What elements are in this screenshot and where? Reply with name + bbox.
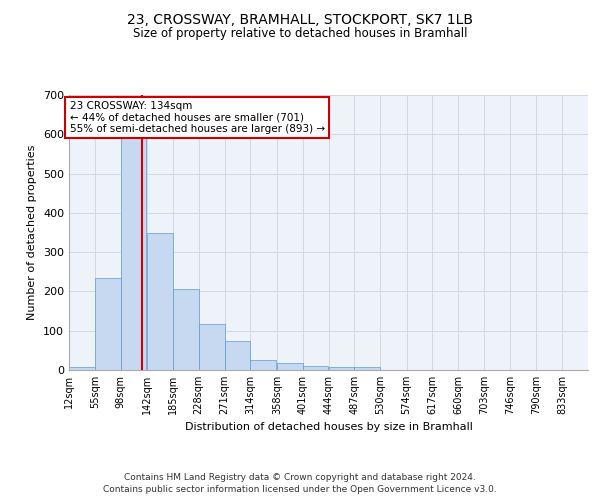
Text: Distribution of detached houses by size in Bramhall: Distribution of detached houses by size … xyxy=(185,422,473,432)
Bar xyxy=(173,290,199,370)
Text: 23, CROSSWAY, BRAMHALL, STOCKPORT, SK7 1LB: 23, CROSSWAY, BRAMHALL, STOCKPORT, SK7 1… xyxy=(127,12,473,26)
Text: 23 CROSSWAY: 134sqm
← 44% of detached houses are smaller (701)
55% of semi-detac: 23 CROSSWAY: 134sqm ← 44% of detached ho… xyxy=(70,101,325,134)
Bar xyxy=(147,232,173,370)
Bar xyxy=(277,364,302,370)
Bar xyxy=(95,278,121,370)
Bar xyxy=(302,366,329,370)
Bar xyxy=(121,138,146,370)
Bar xyxy=(329,367,355,370)
Bar xyxy=(250,360,276,370)
Text: Contains public sector information licensed under the Open Government Licence v3: Contains public sector information licen… xyxy=(103,485,497,494)
Bar xyxy=(69,367,95,370)
Bar xyxy=(224,340,250,370)
Text: Contains HM Land Registry data © Crown copyright and database right 2024.: Contains HM Land Registry data © Crown c… xyxy=(124,472,476,482)
Bar xyxy=(199,324,224,370)
Bar xyxy=(355,367,380,370)
Y-axis label: Number of detached properties: Number of detached properties xyxy=(28,145,37,320)
Text: Size of property relative to detached houses in Bramhall: Size of property relative to detached ho… xyxy=(133,28,467,40)
